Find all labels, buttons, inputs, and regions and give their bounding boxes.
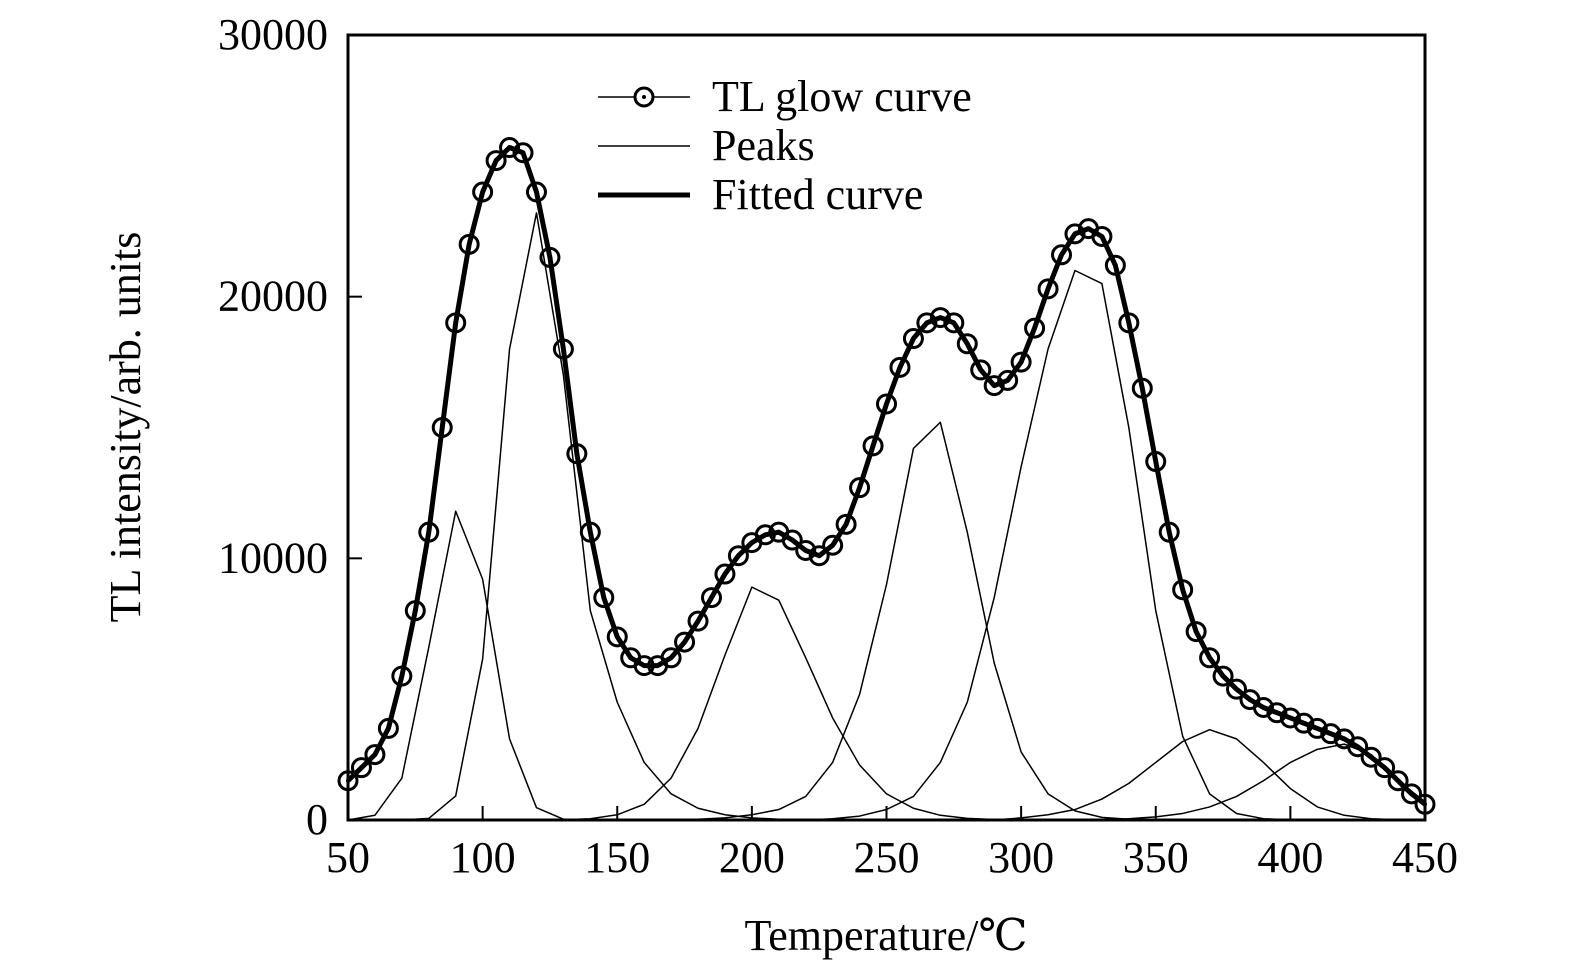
x-tick-label: 100 <box>450 833 516 882</box>
data-point <box>1185 621 1207 643</box>
data-point <box>916 312 938 334</box>
data-point <box>1266 702 1288 724</box>
data-point <box>822 534 844 556</box>
data-point <box>606 626 628 648</box>
data-point <box>1051 244 1073 266</box>
data-point <box>714 563 736 585</box>
data-point <box>1037 278 1059 300</box>
x-tick-label: 250 <box>854 833 920 882</box>
data-point <box>727 545 749 567</box>
peak-line <box>348 743 1426 821</box>
data-point <box>1401 783 1423 805</box>
data-point <box>849 477 871 499</box>
x-tick-label: 300 <box>988 833 1054 882</box>
data-point <box>700 587 722 609</box>
data-point <box>1252 696 1274 718</box>
legend-label: Fitted curve <box>712 170 923 219</box>
x-axis-label: Temperature/℃ <box>744 911 1027 960</box>
data-point <box>970 359 992 381</box>
data-point <box>1374 757 1396 779</box>
data-point <box>1091 225 1113 247</box>
data-point <box>929 307 951 329</box>
data-point <box>1387 770 1409 792</box>
x-tick-label: 350 <box>1123 833 1189 882</box>
data-point <box>876 393 897 415</box>
data-point <box>808 545 830 567</box>
data-point <box>1306 717 1328 739</box>
data-point <box>485 150 507 172</box>
data-point <box>902 328 924 350</box>
legend-marker-dot <box>642 95 646 99</box>
peak-line <box>348 212 1425 821</box>
data-point <box>889 356 911 378</box>
legend-label: TL glow curve <box>712 72 972 121</box>
data-point <box>687 610 709 632</box>
data-point <box>1293 712 1315 734</box>
data-point <box>1347 736 1369 758</box>
x-tick-label: 200 <box>719 833 785 882</box>
data-point <box>499 137 521 159</box>
data-point <box>1212 665 1234 687</box>
legend-label: Peaks <box>712 121 815 170</box>
data-point <box>795 539 817 561</box>
data-point <box>943 312 965 334</box>
peak-line <box>347 510 1425 821</box>
data-point <box>835 513 857 535</box>
data-point <box>1024 317 1046 339</box>
x-tick-label: 450 <box>1392 833 1458 882</box>
data-point <box>1360 746 1382 768</box>
data-point <box>1414 793 1436 815</box>
y-tick-label: 20000 <box>218 272 328 321</box>
x-tick-label: 150 <box>584 833 650 882</box>
y-tick-label: 10000 <box>218 533 328 582</box>
y-tick-label: 0 <box>306 795 328 844</box>
data-point <box>781 529 803 551</box>
data-point <box>956 333 978 355</box>
data-point <box>350 757 372 779</box>
data-point <box>1226 678 1248 700</box>
data-point <box>660 647 682 669</box>
fitted-line <box>346 145 1427 807</box>
data-point <box>862 435 884 457</box>
data-point <box>997 369 1019 391</box>
y-axis-label: TL intensity/arb. units <box>101 232 150 623</box>
peak-line <box>348 421 1425 821</box>
y-tick-label: 30000 <box>218 10 328 59</box>
data-point <box>1010 351 1032 373</box>
data-point <box>364 744 386 766</box>
data-point <box>983 375 1005 397</box>
data-point <box>1279 707 1301 729</box>
data-point <box>1064 223 1086 245</box>
x-tick-label: 50 <box>326 833 370 882</box>
data-point <box>1320 723 1342 745</box>
data-point <box>1199 647 1221 669</box>
data-point <box>674 631 696 653</box>
peak-line <box>348 586 1425 821</box>
plot-frame <box>346 33 1427 822</box>
x-tick-label: 400 <box>1257 833 1323 882</box>
data-point <box>512 142 534 164</box>
data-point <box>337 770 359 792</box>
